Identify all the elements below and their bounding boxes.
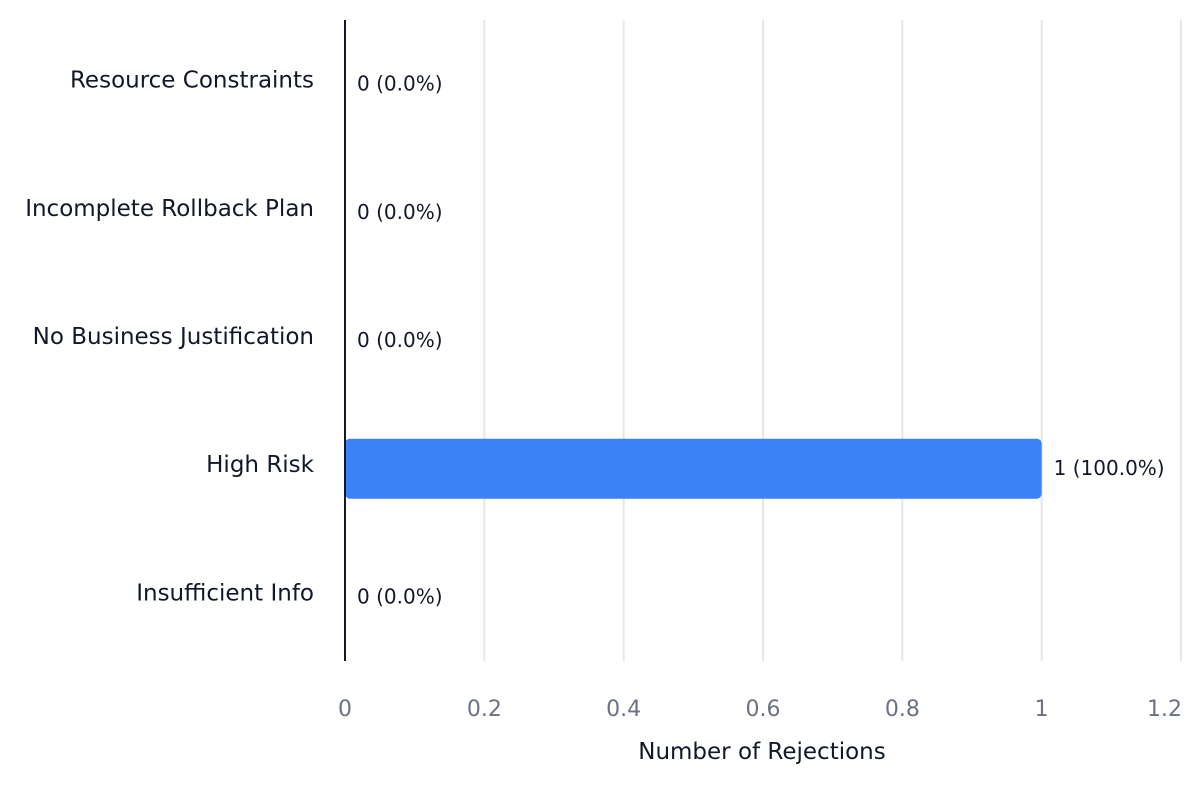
x-tick-label: 0.6 <box>746 697 781 722</box>
category-label: Resource Constraints <box>70 68 314 94</box>
x-tick-label: 0.8 <box>885 697 920 722</box>
data-labels: 0 (0.0%) 0 (0.0%) 0 (0.0%) 1 (100.0%) 0 (0.0… <box>357 72 1165 609</box>
x-tick-label: 0.2 <box>467 697 502 722</box>
x-tick-label: 1 <box>1035 697 1049 722</box>
x-tick-label: 1.2 <box>1147 697 1182 722</box>
category-label: Insufficient Info <box>136 580 314 606</box>
category-label: Incomplete Rollback Plan <box>25 196 314 222</box>
x-tick-labels: 0 0.2 0.4 0.6 0.8 1 1.2 <box>338 697 1182 722</box>
data-label: 0 (0.0%) <box>357 328 443 352</box>
data-label: 0 (0.0%) <box>357 584 443 608</box>
data-label: 0 (0.0%) <box>357 72 443 96</box>
bars <box>345 438 1042 499</box>
x-tick-label: 0 <box>338 697 352 722</box>
x-axis-title: Number of Rejections <box>638 739 886 765</box>
category-label: No Business Justification <box>33 324 314 350</box>
category-labels: Resource Constraints Incomplete Rollback … <box>25 68 314 607</box>
x-tick-label: 0.4 <box>606 697 641 722</box>
gridlines <box>483 20 1182 661</box>
data-label: 1 (100.0%) <box>1054 456 1165 480</box>
bar <box>345 438 1042 499</box>
category-label: High Risk <box>206 452 315 478</box>
data-label: 0 (0.0%) <box>357 200 443 224</box>
